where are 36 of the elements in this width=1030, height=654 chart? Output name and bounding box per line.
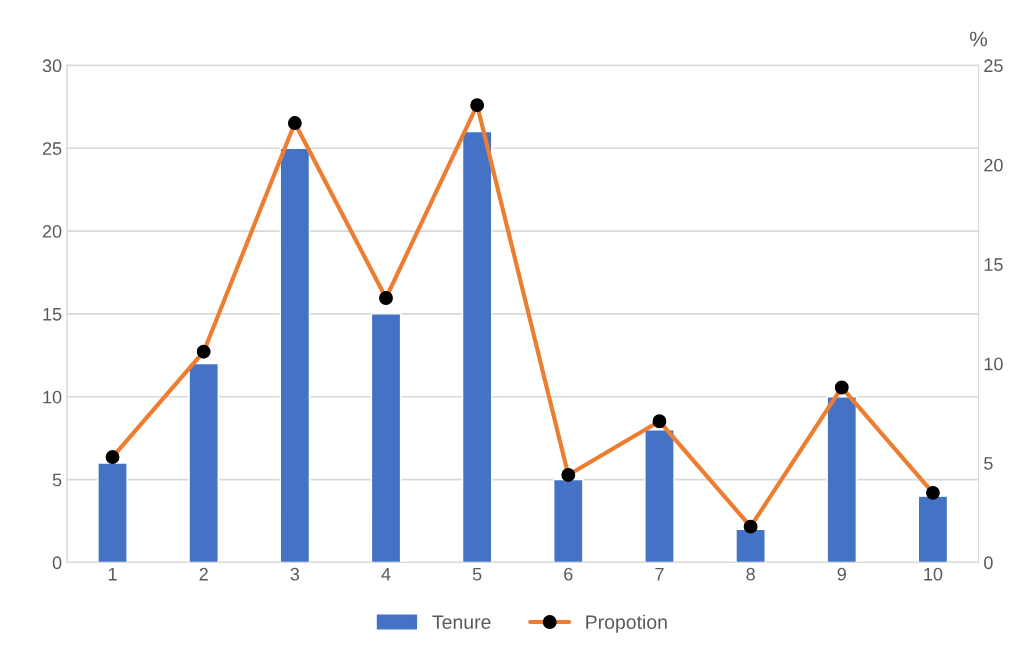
legend-label: Tenure (432, 615, 491, 630)
y2-tick-label: 20 (984, 158, 1003, 172)
bar (279, 147, 311, 563)
bar (370, 313, 402, 563)
legend-label: Propotion (586, 614, 667, 633)
x-tick-label: 10 (924, 567, 943, 581)
bar (188, 362, 219, 563)
y-tick-label: 15 (43, 308, 62, 321)
x-tick-label: 9 (837, 567, 846, 581)
bar (461, 130, 493, 563)
y2-axis-title: % (969, 31, 988, 47)
bar (735, 528, 766, 563)
bar (917, 495, 949, 563)
y2-tick-label: 25 (984, 59, 1003, 73)
y2-tick-label: 5 (984, 457, 993, 470)
y2-tick-label: 15 (984, 258, 1003, 271)
x-tick-label: 2 (199, 567, 208, 581)
x-tick-label: 8 (746, 567, 755, 581)
bar (553, 478, 584, 563)
bar (644, 429, 675, 563)
x-tick-label: 4 (381, 567, 391, 581)
y-tick-label: 25 (42, 142, 62, 155)
y2-tick-label: 0 (984, 556, 993, 570)
y2-tick-label: 10 (984, 357, 1003, 371)
bar (97, 462, 128, 563)
y-tick-label: 10 (43, 390, 62, 404)
x-tick-label: 5 (472, 567, 482, 581)
x-tick-label: 7 (655, 567, 664, 581)
x-tick-label: 3 (290, 567, 300, 581)
bar (826, 396, 858, 563)
x-tick-label: 1 (108, 567, 117, 581)
x-tick-label: 6 (564, 567, 573, 581)
y-tick-label: 20 (42, 225, 62, 238)
y-tick-label: 0 (52, 556, 62, 570)
y-tick-label: 30 (42, 59, 62, 73)
y-tick-label: 5 (52, 473, 62, 487)
